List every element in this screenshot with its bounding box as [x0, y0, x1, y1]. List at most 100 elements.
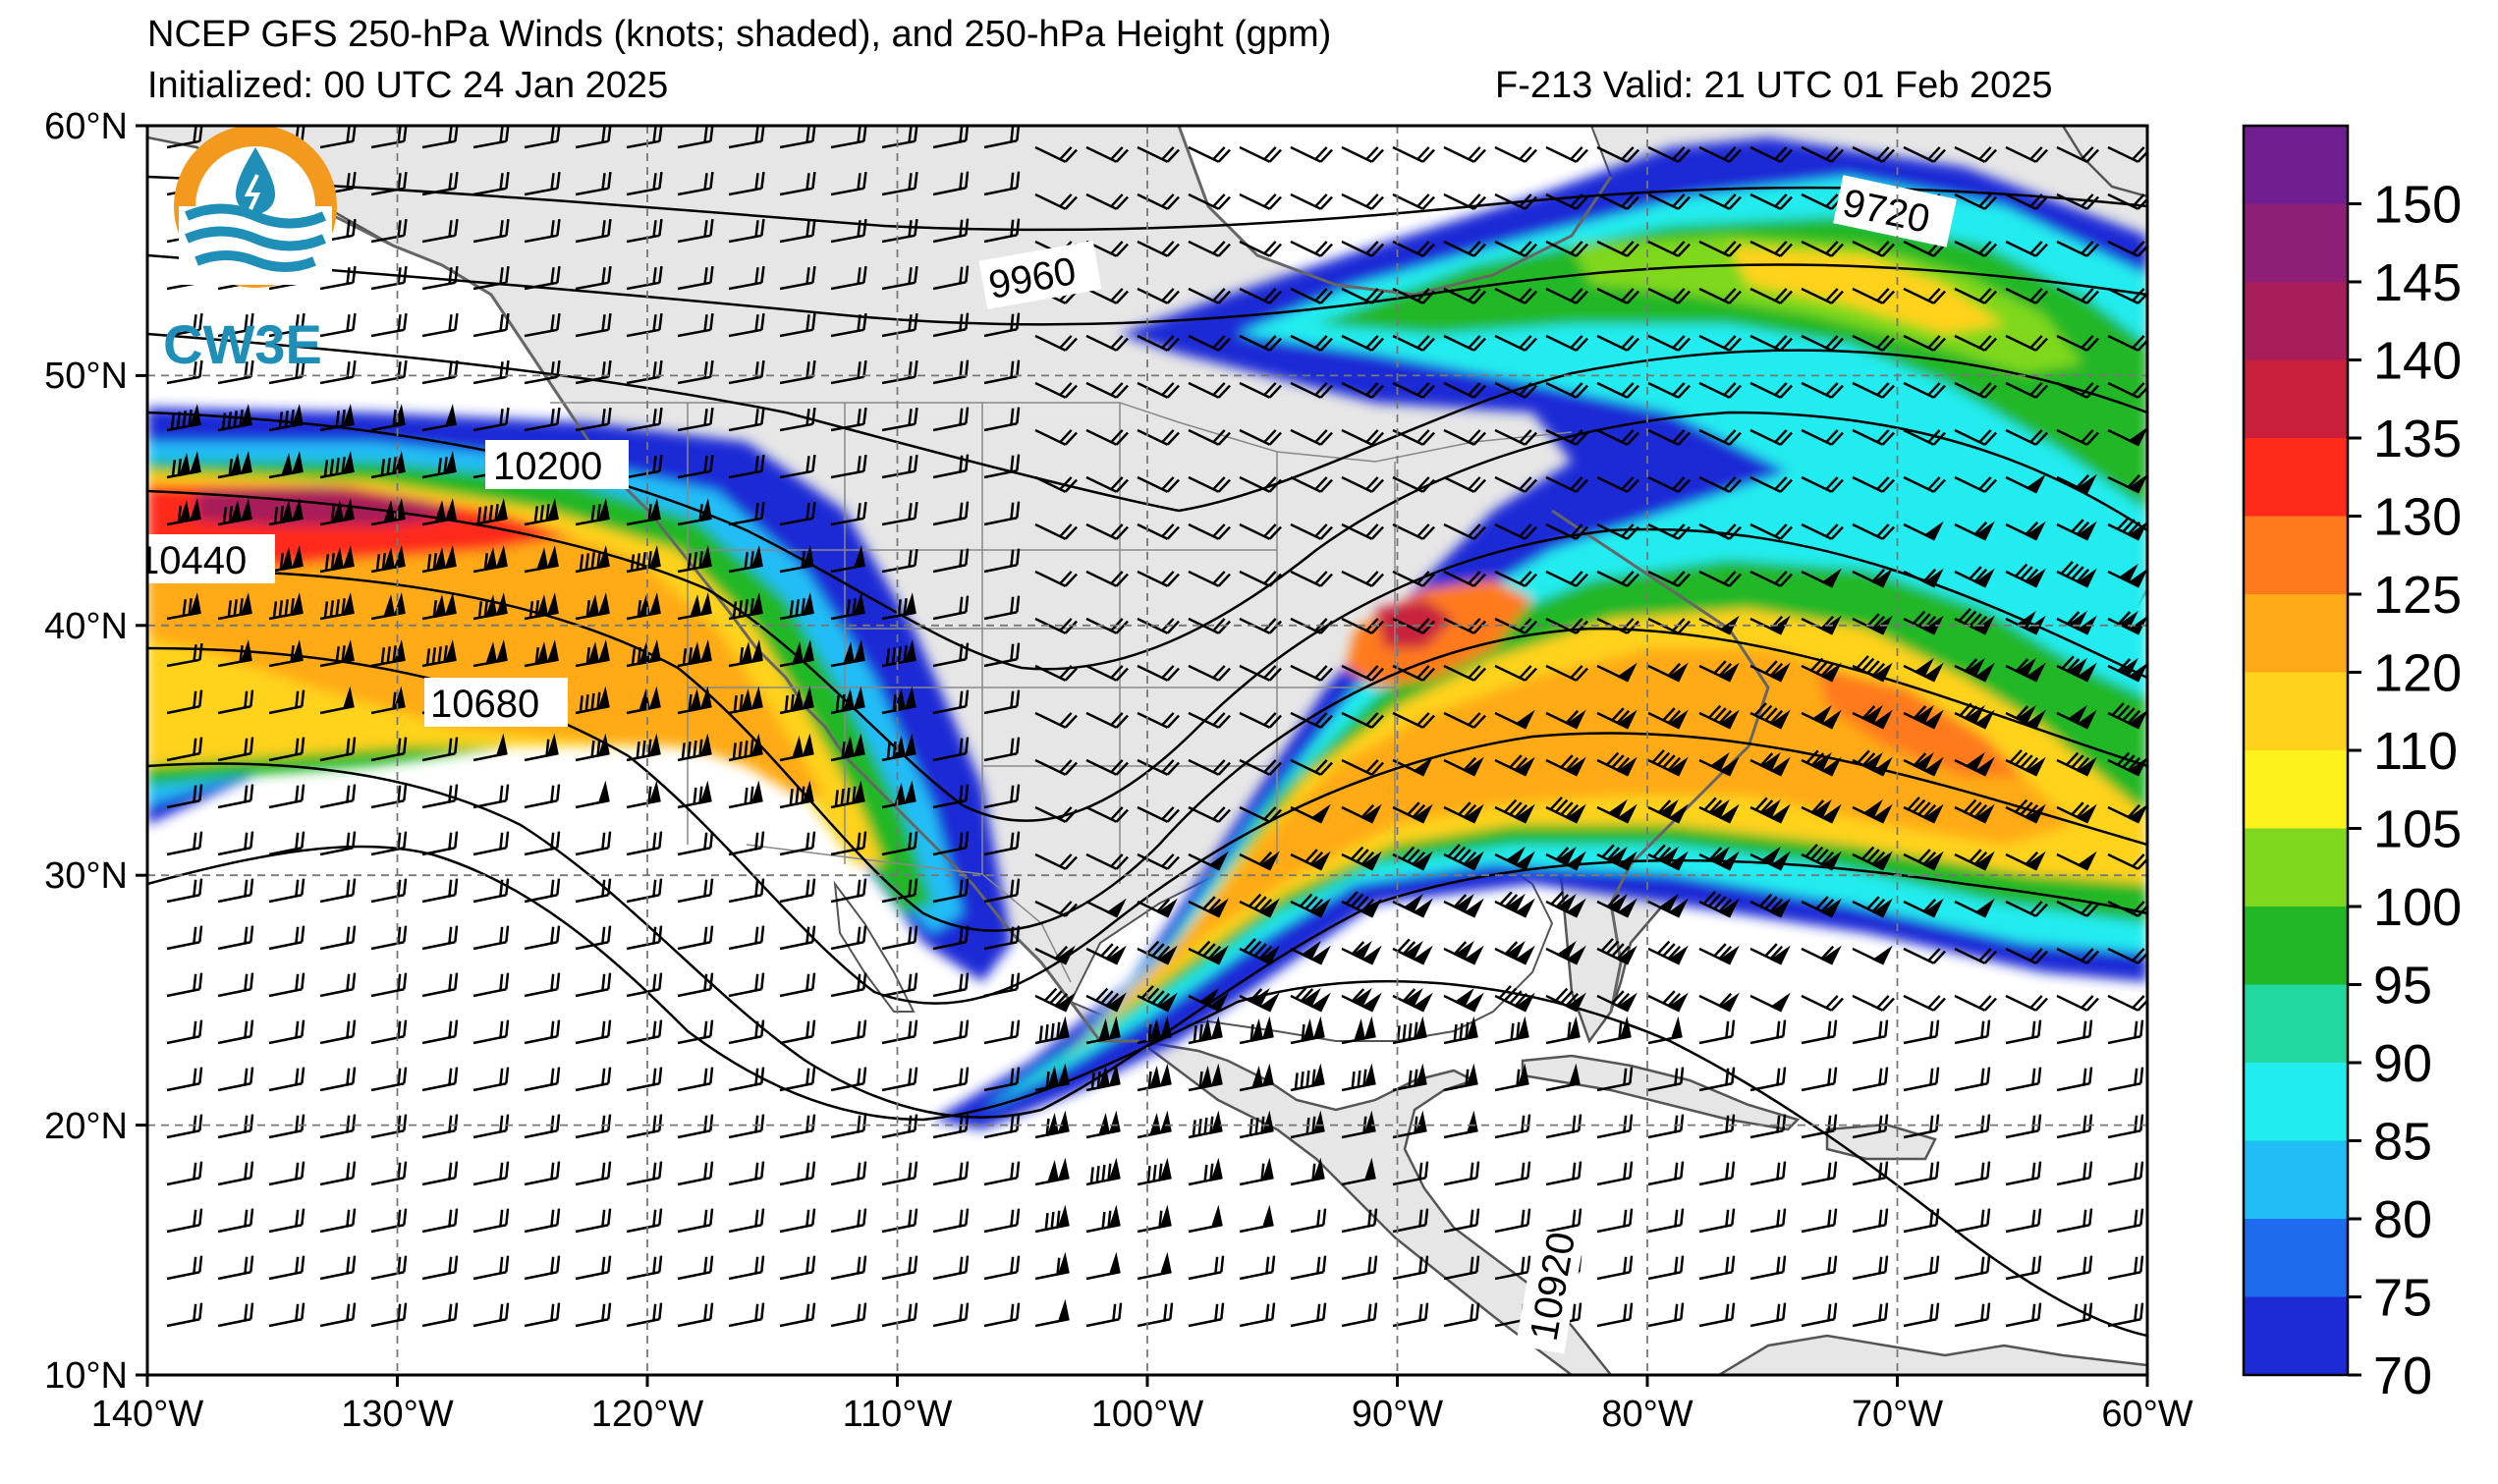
contour-label-10440: 10440 — [138, 539, 247, 582]
wind-barb — [524, 408, 561, 432]
wind-barb — [1545, 570, 1588, 587]
wind-barb — [677, 1161, 714, 1186]
cuba-land — [1521, 1054, 1801, 1131]
colorbar-label: 125 — [2373, 566, 2462, 625]
wind-barb — [268, 972, 305, 998]
wind-barb — [1034, 381, 1078, 399]
wind-barb — [779, 831, 816, 856]
lon-label-70: 70°W — [1852, 1394, 1943, 1435]
wind-barb — [1647, 428, 1691, 446]
wind-barb — [1443, 1255, 1480, 1281]
wind-barb — [1954, 428, 1997, 446]
wind-barb — [1852, 1208, 1889, 1234]
wind-barb — [1903, 1161, 1940, 1186]
wind-barb — [1698, 428, 1742, 446]
wind-barb — [1443, 940, 1484, 965]
wind-barb — [472, 360, 510, 385]
wind-barb — [1698, 381, 1742, 399]
wind-barb — [1647, 1016, 1683, 1045]
wind-barb — [2107, 751, 2147, 777]
wind-barb — [1188, 1204, 1223, 1234]
wind-barb — [1443, 287, 1486, 304]
wind-barb — [830, 1255, 867, 1281]
wind-barb — [1188, 617, 1231, 634]
wind-barb — [1443, 756, 1484, 777]
wind-barb — [1698, 1302, 1736, 1328]
wind-barb — [1443, 570, 1486, 587]
wind-barb — [1443, 893, 1484, 918]
wind-barb — [166, 831, 203, 856]
wind-barb — [217, 639, 252, 668]
wind-barb — [1596, 1255, 1634, 1281]
wind-barb — [983, 548, 1021, 574]
wind-barb — [166, 972, 203, 998]
wind-barb — [1034, 428, 1078, 446]
wind-barb — [728, 1208, 765, 1234]
wind-barb — [1698, 797, 1740, 824]
wind-barb — [421, 360, 459, 385]
wind-barb — [268, 784, 305, 809]
wind-barb — [1290, 1016, 1325, 1045]
wind-barb — [2107, 1161, 2144, 1186]
wind-barb — [1085, 1157, 1121, 1186]
wind-barb — [1749, 475, 1793, 493]
wind-barb — [1852, 1067, 1889, 1092]
wind-barb — [779, 1114, 816, 1139]
wind-barb — [626, 733, 661, 762]
wind-barb — [2005, 798, 2046, 824]
wind-barb — [2107, 240, 2147, 257]
wind-barb — [166, 689, 203, 715]
wind-barb — [2107, 381, 2147, 399]
wind-barb — [1341, 1255, 1378, 1281]
wind-barb — [1290, 240, 1333, 257]
wind-barb — [1494, 145, 1537, 163]
wind-barb — [1903, 994, 1946, 1012]
wind-barb — [779, 780, 814, 809]
wind-barb — [1801, 287, 1844, 304]
wind-barb — [1698, 475, 1742, 493]
us-canada-border — [550, 402, 1573, 463]
wind-barb — [217, 1114, 254, 1139]
greenland-land — [2061, 126, 2147, 198]
colorbar-swatch — [2244, 828, 2348, 907]
wind-barb — [677, 780, 712, 809]
wind-barb — [1290, 1063, 1325, 1092]
south-america-land — [1716, 1334, 2147, 1375]
wind-barb — [421, 1208, 459, 1234]
wind-barb — [2056, 145, 2099, 163]
wind-barb — [830, 266, 867, 291]
wind-barb — [1290, 711, 1333, 729]
wind-barb — [1443, 664, 1486, 682]
wind-barb — [472, 592, 508, 621]
lat-label-50: 50°N — [44, 356, 128, 397]
wind-barb — [421, 784, 459, 809]
wind-barb — [2056, 192, 2099, 210]
wind-barb — [1188, 287, 1231, 304]
wind-barb — [2005, 473, 2046, 494]
wind-barb — [1852, 994, 1895, 1012]
wind-barb — [728, 592, 763, 621]
wind-barb — [1085, 145, 1129, 163]
wind-barb — [217, 925, 254, 951]
wind-barb — [2107, 947, 2147, 964]
wind-barb — [217, 784, 254, 809]
wind-barb — [370, 1019, 408, 1045]
wind-barb — [983, 407, 1021, 432]
wind-barb — [1698, 1255, 1736, 1281]
wind-barb — [1341, 711, 1384, 729]
wind-barb — [2056, 561, 2097, 588]
wind-barb — [1801, 994, 1844, 1012]
lon-label-60: 60°W — [2101, 1394, 2193, 1435]
wind-barb — [1290, 192, 1333, 210]
wind-barb — [1341, 846, 1382, 871]
wind-barb — [166, 592, 201, 621]
wind-barb — [1852, 1114, 1889, 1139]
wind-barb — [472, 172, 510, 196]
wind-barb — [472, 1161, 510, 1186]
wind-barb — [1137, 1302, 1174, 1328]
wind-barb — [421, 925, 459, 951]
wind-barb — [421, 1114, 459, 1139]
wind-barb — [1647, 334, 1691, 352]
wind-barb — [1954, 702, 1995, 730]
wind-barb — [1443, 801, 1484, 824]
